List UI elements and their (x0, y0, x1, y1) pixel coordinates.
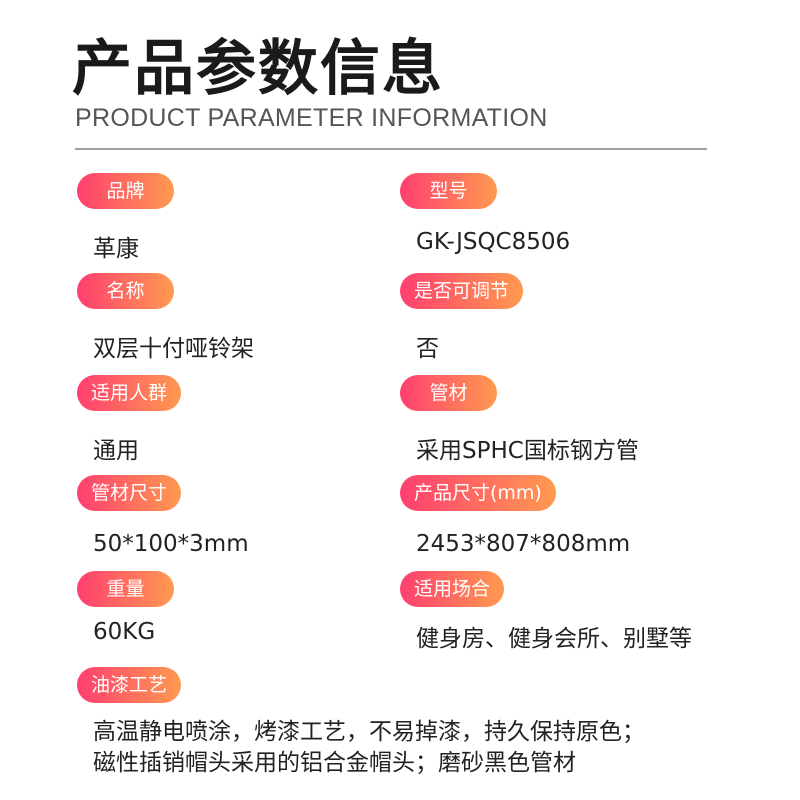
param-venue: 适用场合健身房、健身会所、别墅等 (400, 571, 692, 653)
param-value: 2453*807*808mm (416, 531, 631, 557)
param-brand: 品牌革康 (77, 173, 174, 263)
param-label: 是否可调节 (400, 273, 524, 309)
param-finish: 油漆工艺 高温静电喷涂，烤漆工艺，不易掉漆，持久保持原色； 磁性插销帽头采用的铝… (77, 667, 645, 779)
param-value: GK-JSQC8506 (416, 229, 571, 255)
param-weight: 重量 60KG (77, 571, 174, 645)
param-label: 品牌 (77, 173, 174, 209)
param-adjustable: 是否可调节否 (400, 273, 524, 363)
finish-line: 磁性插销帽头采用的铝合金帽头；磨砂黑色管材 (93, 750, 576, 776)
param-model: 型号 GK-JSQC8506 (400, 173, 570, 255)
param-value: 50*100*3mm (93, 531, 249, 557)
param-value: 健身房、健身会所、别墅等 (416, 626, 692, 652)
param-value: 革康 (93, 236, 139, 262)
param-tube: 管材采用SPHC国标钢方管 (400, 375, 639, 465)
param-value: 60KG (93, 619, 156, 645)
page-subtitle: PRODUCT PARAMETER INFORMATION (75, 104, 548, 132)
param-label: 型号 (400, 173, 497, 209)
param-audience: 适用人群通用 (77, 375, 182, 465)
finish-line: 高温静电喷涂，烤漆工艺，不易掉漆，持久保持原色； (93, 719, 645, 745)
param-value: 通用 (93, 438, 139, 464)
param-value: 采用SPHC国标钢方管 (416, 438, 639, 464)
param-label: 产品尺寸(mm) (400, 475, 556, 511)
param-value: 高温静电喷涂，烤漆工艺，不易掉漆，持久保持原色； 磁性插销帽头采用的铝合金帽头；… (77, 717, 645, 779)
param-label: 管材 (400, 375, 497, 411)
param-name: 名称双层十付哑铃架 (77, 273, 254, 363)
divider (75, 148, 707, 150)
param-tube-size: 管材尺寸 50*100*3mm (77, 475, 249, 557)
param-product-size: 产品尺寸(mm) 2453*807*808mm (400, 475, 630, 557)
param-label: 名称 (77, 273, 174, 309)
param-value: 双层十付哑铃架 (93, 336, 254, 362)
param-label: 油漆工艺 (77, 667, 182, 703)
param-label: 适用人群 (77, 375, 182, 411)
page-title: 产品参数信息 (72, 34, 444, 104)
param-label: 适用场合 (400, 571, 505, 607)
param-label: 管材尺寸 (77, 475, 182, 511)
param-label: 重量 (77, 571, 174, 607)
param-value: 否 (416, 336, 439, 362)
